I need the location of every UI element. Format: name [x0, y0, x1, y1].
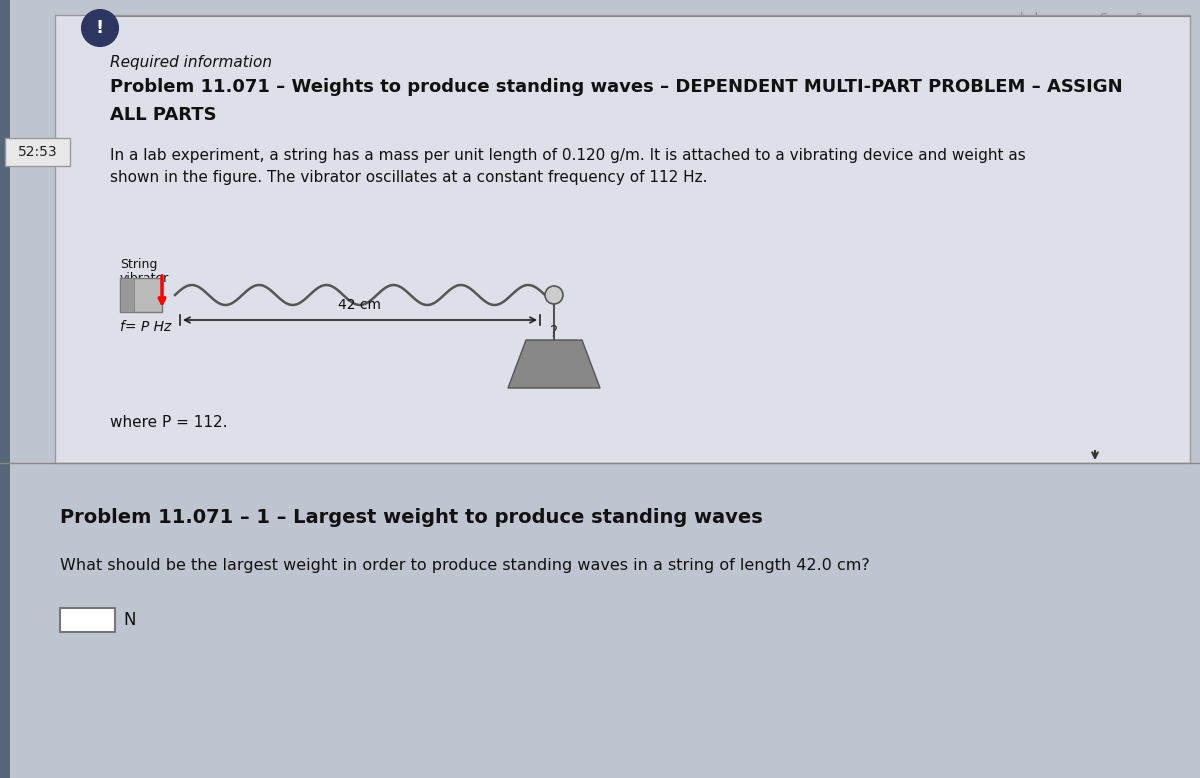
Text: Problem 11.071 – 1 – Largest weight to produce standing waves: Problem 11.071 – 1 – Largest weight to p…	[60, 508, 763, 527]
Bar	[55, 15, 1190, 463]
Text: Save &: Save &	[1100, 12, 1145, 25]
Text: where P = 112.: where P = 112.	[110, 415, 228, 430]
Bar	[0, 0, 10, 778]
Text: Required information: Required information	[110, 55, 272, 70]
Text: vibrator: vibrator	[120, 272, 169, 285]
Text: help: help	[1020, 12, 1046, 25]
Text: Problem 11.071 – Weights to produce standing waves – DEPENDENT MULTI-PART PROBLE: Problem 11.071 – Weights to produce stan…	[110, 78, 1123, 96]
Bar	[60, 608, 115, 632]
Text: What should be the largest weight in order to produce standing waves in a string: What should be the largest weight in ord…	[60, 558, 870, 573]
Text: In a lab experiment, a string has a mass per unit length of 0.120 g/m. It is att: In a lab experiment, a string has a mass…	[110, 148, 1026, 163]
Polygon shape	[508, 340, 600, 388]
Text: ALL PARTS: ALL PARTS	[110, 106, 217, 124]
Text: !: !	[96, 19, 104, 37]
Bar	[120, 278, 162, 312]
Bar	[120, 278, 134, 312]
Text: f= P Hz: f= P Hz	[120, 320, 172, 334]
Text: shown in the figure. The vibrator oscillates at a constant frequency of 112 Hz.: shown in the figure. The vibrator oscill…	[110, 170, 708, 185]
Text: N: N	[124, 611, 136, 629]
Bar	[5, 138, 70, 166]
Text: ?: ?	[550, 324, 558, 339]
Circle shape	[82, 10, 118, 46]
Text: 52:53: 52:53	[18, 145, 58, 159]
Text: 42 cm: 42 cm	[338, 298, 382, 312]
Circle shape	[545, 286, 563, 304]
Text: String: String	[120, 258, 157, 271]
